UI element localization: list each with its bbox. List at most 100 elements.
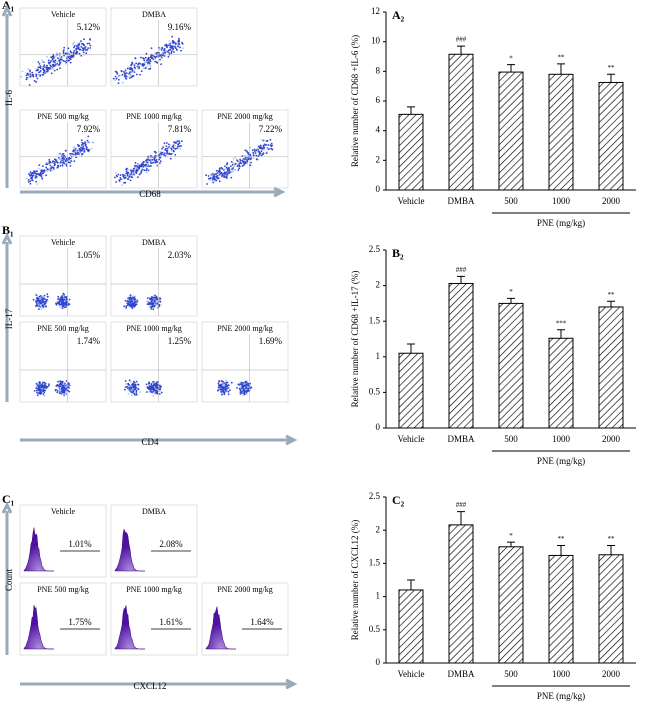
event-dot — [226, 381, 229, 384]
event-dot — [168, 52, 171, 54]
event-dot — [130, 68, 133, 71]
event-dot — [148, 296, 151, 299]
event-dot — [249, 146, 252, 149]
event-dot — [75, 52, 78, 55]
event-dot — [60, 58, 63, 61]
event-dot — [238, 382, 241, 385]
event-dot — [61, 380, 64, 383]
event-dot — [257, 149, 259, 151]
event-dot — [62, 384, 65, 387]
event-dot — [71, 52, 74, 55]
event-dot — [227, 167, 230, 170]
event-dot — [139, 73, 142, 76]
event-dot — [215, 173, 218, 175]
event-dot — [239, 165, 241, 168]
plot-cloud — [205, 606, 236, 650]
error-bar — [607, 300, 615, 307]
event-dot — [128, 384, 131, 386]
event-dot — [36, 394, 39, 397]
event-dot — [270, 142, 273, 145]
event-dot — [154, 294, 157, 297]
event-dot — [80, 139, 83, 142]
event-dot — [166, 142, 168, 144]
bar — [548, 337, 574, 429]
significance: *** — [556, 319, 567, 327]
x-tick-label: DMBA — [447, 669, 475, 679]
event-dot — [35, 387, 38, 390]
plot-frame — [19, 321, 107, 403]
event-dot — [178, 145, 181, 148]
event-dot — [42, 302, 44, 305]
event-dot — [147, 169, 150, 172]
event-dot — [31, 179, 33, 182]
event-dot — [68, 390, 71, 393]
event-dot — [141, 168, 144, 171]
event-dot — [211, 174, 214, 177]
event-dot — [136, 165, 139, 168]
event-dot — [85, 52, 88, 55]
event-dot — [69, 61, 72, 64]
event-dot — [60, 380, 63, 383]
event-dot — [38, 164, 41, 167]
event-dot — [174, 144, 177, 147]
event-dot — [150, 308, 153, 310]
event-dot — [63, 382, 66, 385]
error-bar — [557, 544, 565, 556]
event-dot — [134, 384, 137, 387]
event-dot — [223, 171, 226, 174]
event-dot — [129, 73, 132, 76]
gate-percent: 1.75% — [68, 617, 92, 627]
event-dot — [227, 393, 230, 396]
event-dot — [256, 147, 259, 150]
x-axis-label: CXCL12 — [133, 681, 166, 691]
event-dot — [133, 68, 136, 71]
event-dot — [236, 163, 239, 166]
event-dot — [55, 52, 58, 55]
event-dot — [163, 48, 166, 50]
event-dot — [148, 62, 151, 65]
event-dot — [175, 141, 177, 144]
event-dot — [69, 165, 72, 167]
event-dot — [135, 393, 138, 396]
bar — [448, 524, 474, 664]
event-dot — [67, 47, 70, 50]
event-dot — [269, 144, 272, 147]
event-dot — [37, 167, 40, 170]
event-dot — [175, 47, 177, 50]
event-dot — [148, 59, 151, 62]
event-dot — [40, 308, 43, 310]
panel-title: Vehicle — [51, 507, 75, 516]
event-dot — [216, 175, 219, 178]
event-dot — [146, 161, 149, 164]
event-dot — [66, 298, 68, 301]
event-dot — [150, 300, 153, 302]
event-dot — [41, 295, 44, 298]
event-dot — [161, 57, 164, 60]
event-dot — [31, 177, 33, 180]
event-dot — [152, 395, 155, 397]
event-dot — [239, 386, 242, 389]
event-dot — [51, 55, 54, 58]
event-dot — [166, 150, 169, 152]
event-dot — [159, 48, 162, 51]
event-dot — [226, 173, 229, 175]
event-dot — [48, 160, 51, 163]
event-dot — [31, 71, 34, 74]
event-dot — [172, 48, 175, 50]
event-dot — [129, 67, 132, 69]
y-tick-label: 2 — [376, 524, 381, 534]
gate-percent: 1.74% — [77, 336, 101, 346]
panel-label: A₂ — [392, 8, 405, 22]
event-dot — [224, 389, 227, 392]
event-dot — [158, 390, 161, 393]
event-dot — [48, 384, 50, 387]
event-dot — [48, 383, 50, 386]
event-dot — [123, 174, 126, 177]
event-dot — [252, 157, 255, 159]
event-dot — [207, 177, 210, 180]
event-dot — [31, 74, 34, 76]
event-dot — [90, 147, 93, 150]
event-dot — [124, 68, 127, 71]
event-dot — [220, 385, 223, 387]
event-dot — [171, 35, 174, 38]
